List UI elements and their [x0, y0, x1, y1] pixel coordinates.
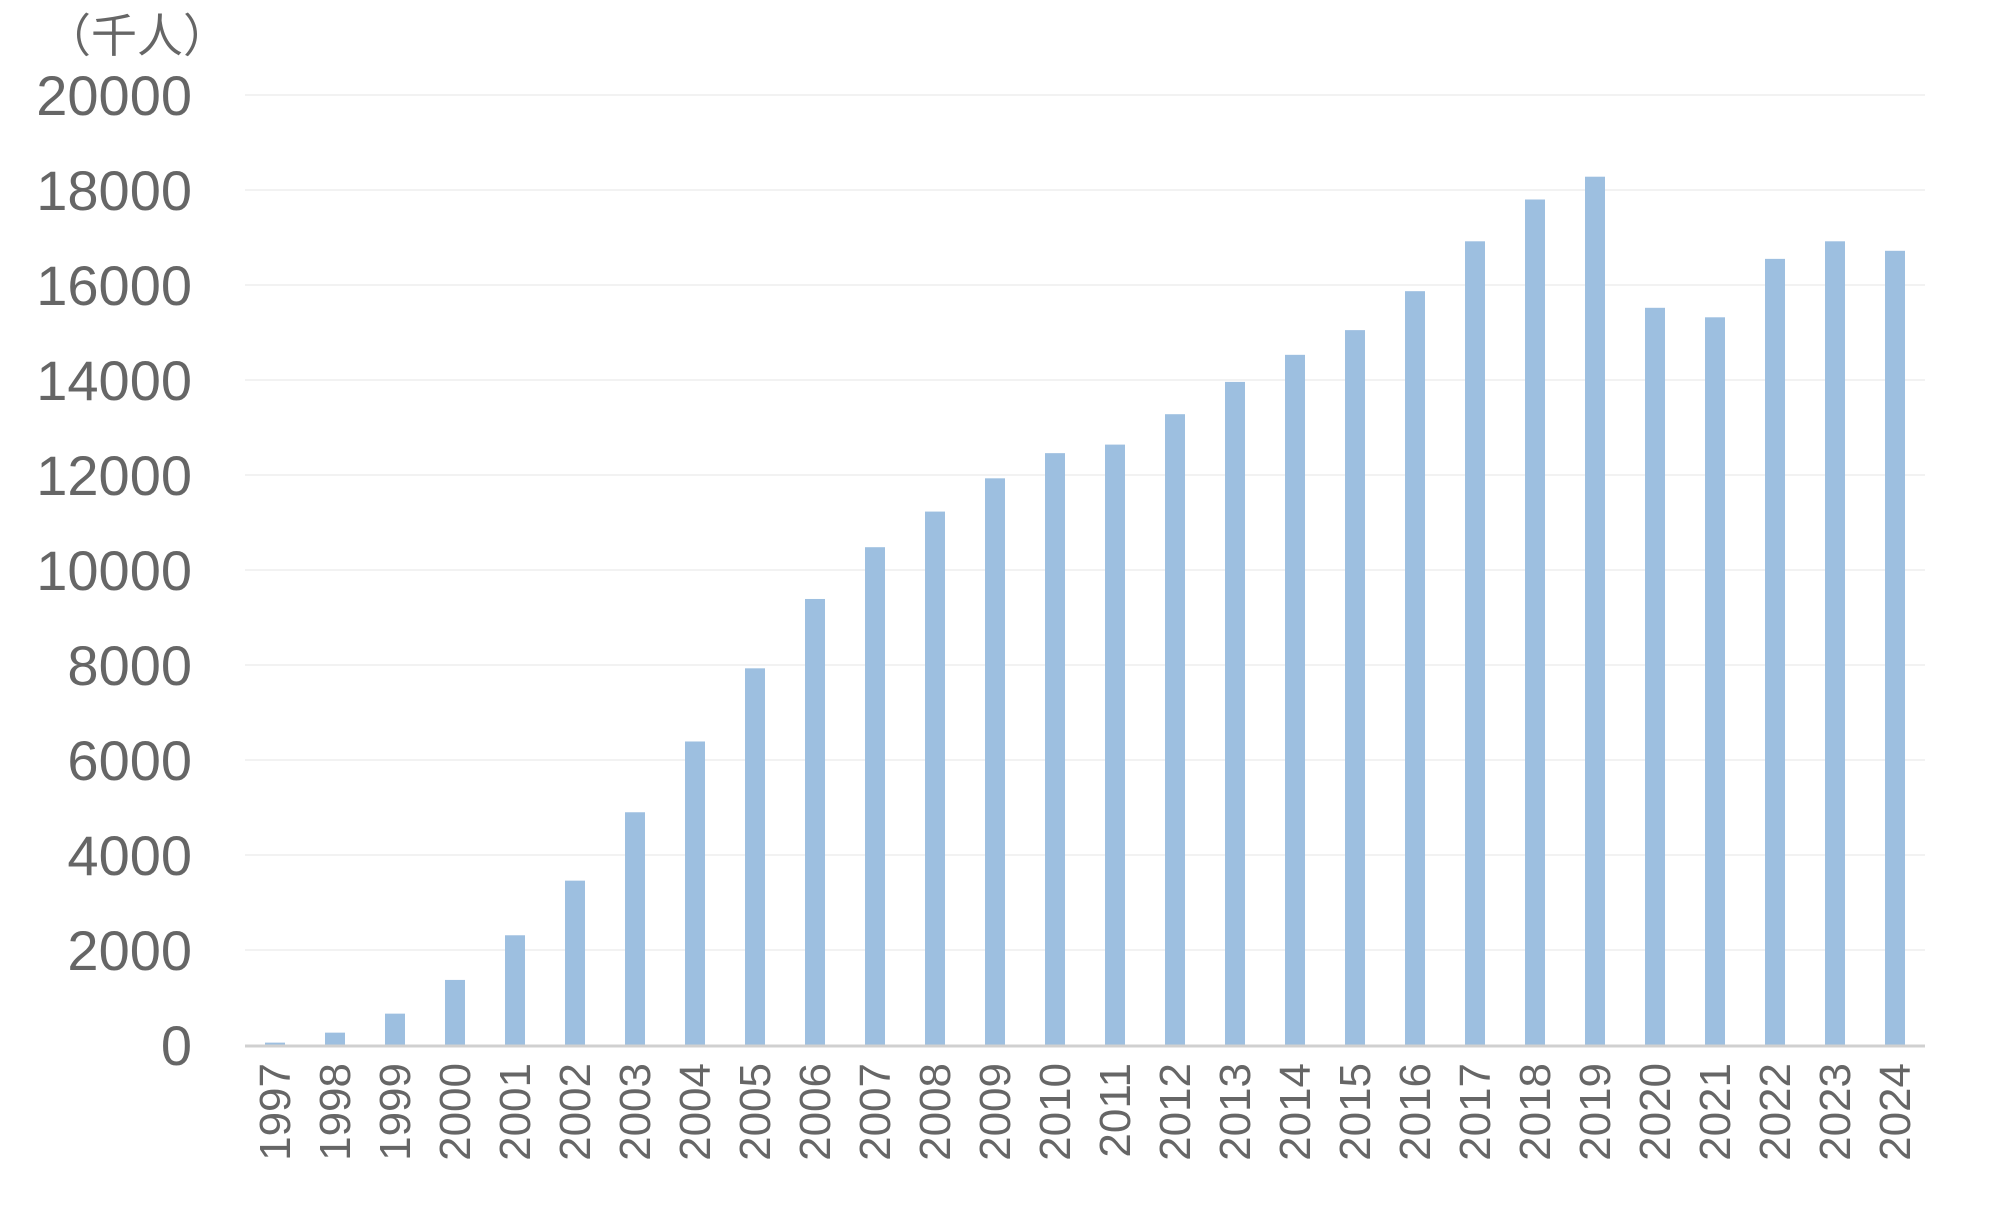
x-tick-label-2020: 2020 [1631, 1063, 1680, 1161]
x-tick-label-2003: 2003 [611, 1063, 660, 1161]
y-tick-label: 18000 [36, 159, 192, 222]
y-tick-label: 12000 [36, 444, 192, 507]
bar-2023 [1825, 241, 1845, 1046]
bar-2007 [865, 547, 885, 1045]
x-tick-label-2010: 2010 [1031, 1063, 1080, 1161]
y-tick-label: 14000 [36, 349, 192, 412]
y-axis-unit-label: （千人） [45, 9, 229, 63]
x-tick-label-2001: 2001 [491, 1063, 540, 1161]
x-tick-label-1999: 1999 [371, 1063, 420, 1161]
y-tick-label: 6000 [67, 729, 192, 792]
x-tick-label-2011: 2011 [1091, 1063, 1140, 1158]
bar-2017 [1465, 241, 1485, 1046]
x-tick-label-2021: 2021 [1691, 1063, 1740, 1161]
grid-lines [245, 94, 1925, 951]
x-axis-ticks: 1997 1998 1999 2000 2001 2002 2003 2004 2005 2006… [251, 1063, 1920, 1161]
bar-2012 [1165, 414, 1185, 1045]
x-tick-label-2002: 2002 [551, 1063, 600, 1161]
y-tick-label: 2000 [67, 919, 192, 982]
bar-1998 [325, 1032, 345, 1045]
y-tick-label: 8000 [67, 634, 192, 697]
bar-2016 [1405, 291, 1425, 1045]
x-tick-label-2012: 2012 [1151, 1063, 1200, 1161]
bar-2018 [1525, 199, 1545, 1045]
y-tick-label: 10000 [36, 539, 192, 602]
bar-1999 [385, 1013, 405, 1045]
x-tick-label-2014: 2014 [1271, 1063, 1320, 1161]
bar-2009 [985, 478, 1005, 1045]
y-tick-label: 0 [161, 1014, 192, 1077]
bar-2010 [1045, 453, 1065, 1045]
x-tick-label-2009: 2009 [971, 1063, 1020, 1161]
bar-2014 [1285, 354, 1305, 1045]
bar-2003 [625, 812, 645, 1045]
x-tick-label-2000: 2000 [431, 1063, 480, 1161]
bar-2008 [925, 511, 945, 1045]
x-tick-label-2024: 2024 [1871, 1063, 1920, 1161]
y-tick-label: 20000 [36, 64, 192, 127]
bar-2005 [745, 668, 765, 1045]
x-tick-label-2023: 2023 [1811, 1063, 1860, 1161]
bars [265, 176, 1905, 1046]
bar-2015 [1345, 330, 1365, 1045]
bar-2000 [445, 979, 465, 1045]
x-tick-label-2016: 2016 [1391, 1063, 1440, 1161]
bar-2011 [1105, 444, 1125, 1046]
x-tick-label-2019: 2019 [1571, 1063, 1620, 1161]
bar-2013 [1225, 381, 1245, 1045]
bar-2022 [1765, 258, 1785, 1045]
x-tick-label-2005: 2005 [731, 1063, 780, 1161]
x-tick-label-2008: 2008 [911, 1063, 960, 1161]
x-tick-label-2007: 2007 [851, 1063, 900, 1161]
x-tick-label-1998: 1998 [311, 1063, 360, 1161]
bar-2002 [565, 880, 585, 1045]
bar-2001 [505, 935, 525, 1045]
bar-2021 [1705, 317, 1725, 1045]
y-tick-label: 4000 [67, 824, 192, 887]
bar-2004 [685, 741, 705, 1045]
x-tick-label-1997: 1997 [251, 1063, 300, 1161]
y-axis-ticks: 0 2000 4000 6000 8000 10000 12000 14000 16000 180… [36, 64, 192, 1077]
y-tick-label: 16000 [36, 254, 192, 317]
bar-2020 [1645, 307, 1665, 1045]
bar-2024 [1885, 250, 1905, 1046]
x-tick-label-2022: 2022 [1751, 1063, 1800, 1161]
x-tick-label-2013: 2013 [1211, 1063, 1260, 1161]
x-tick-label-2006: 2006 [791, 1063, 840, 1161]
bar-1997 [265, 1042, 285, 1045]
x-tick-label-2018: 2018 [1511, 1063, 1560, 1161]
bar-2019 [1585, 176, 1605, 1045]
x-tick-label-2017: 2017 [1451, 1063, 1500, 1161]
x-tick-label-2004: 2004 [671, 1063, 720, 1161]
x-tick-label-2015: 2015 [1331, 1063, 1380, 1161]
bar-2006 [805, 598, 825, 1045]
